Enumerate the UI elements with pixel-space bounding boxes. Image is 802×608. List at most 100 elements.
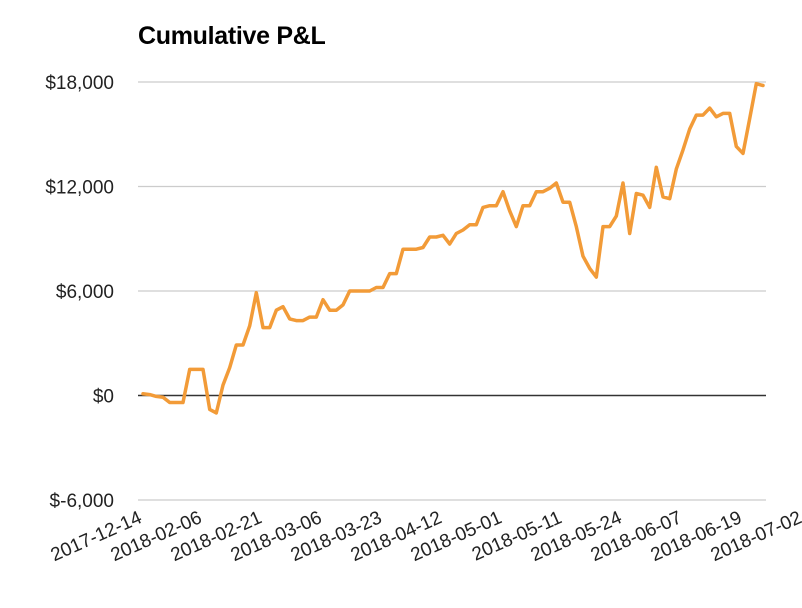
data-point — [141, 392, 145, 395]
x-axis-tick-labels: 2017-12-142018-02-062018-02-212018-03-06… — [48, 507, 802, 566]
data-point — [581, 255, 585, 258]
data-point — [561, 201, 565, 204]
data-point — [735, 145, 738, 148]
data-point — [481, 206, 485, 209]
data-point — [188, 368, 191, 371]
data-point — [335, 309, 338, 312]
data-point — [308, 315, 311, 319]
data-point — [395, 272, 398, 275]
data-point — [195, 368, 198, 371]
data-point — [661, 195, 665, 199]
data-point — [275, 309, 278, 312]
data-point — [488, 204, 491, 207]
data-point — [635, 192, 638, 195]
data-point — [681, 148, 685, 152]
data-point — [435, 235, 438, 239]
data-point — [755, 82, 758, 85]
data-point — [161, 396, 165, 399]
data-point — [281, 305, 285, 308]
data-point — [495, 204, 498, 207]
data-point — [621, 181, 625, 185]
data-point — [508, 209, 511, 213]
data-point — [341, 303, 345, 307]
data-point — [715, 115, 718, 119]
y-tick-label: $12,000 — [45, 178, 114, 199]
data-point — [421, 246, 425, 249]
data-point — [655, 166, 658, 169]
data-point — [608, 225, 611, 228]
data-point — [248, 324, 251, 327]
data-point — [568, 201, 571, 204]
data-point — [201, 368, 205, 371]
data-point — [741, 152, 745, 155]
data-point — [288, 317, 291, 321]
data-point — [528, 204, 531, 207]
data-point — [401, 248, 405, 251]
data-point — [255, 291, 258, 294]
data-point — [221, 383, 225, 387]
data-point — [441, 234, 445, 237]
data-point — [641, 194, 645, 197]
data-point — [355, 289, 358, 293]
y-axis-tick-labels: $-6,000 $0 $6,000 $12,000 $18,000 — [45, 73, 114, 512]
series-layer — [141, 81, 765, 415]
data-point — [761, 84, 765, 87]
y-tick-label: $-6,000 — [50, 491, 114, 512]
data-point — [695, 113, 698, 117]
data-point — [181, 401, 185, 404]
data-point — [628, 232, 631, 235]
data-point — [461, 228, 465, 232]
data-point — [595, 275, 598, 279]
series-line — [141, 81, 765, 415]
data-point — [175, 401, 178, 404]
data-point — [748, 117, 751, 120]
data-point — [428, 235, 431, 239]
data-point — [415, 248, 418, 251]
data-point — [708, 106, 711, 110]
data-point — [228, 366, 231, 369]
data-point — [168, 401, 171, 404]
data-point — [375, 286, 378, 289]
data-point — [315, 315, 318, 319]
data-point — [408, 248, 411, 251]
data-point — [455, 232, 458, 235]
data-point — [388, 272, 391, 275]
data-point — [148, 393, 151, 396]
chart-title: Cumulative P&L — [138, 22, 326, 50]
data-point — [235, 343, 238, 347]
data-point — [468, 223, 471, 226]
data-point — [675, 167, 678, 171]
data-point — [208, 408, 211, 411]
data-point — [215, 411, 218, 415]
data-point — [548, 187, 551, 190]
data-point — [268, 326, 271, 329]
data-point — [368, 289, 371, 293]
data-point — [448, 242, 451, 246]
data-point — [241, 343, 245, 347]
gridlines — [138, 81, 766, 501]
data-point — [521, 204, 525, 207]
data-point — [575, 225, 578, 228]
data-point — [555, 181, 558, 185]
data-point — [728, 112, 731, 115]
data-point — [721, 112, 725, 115]
data-point — [688, 127, 691, 131]
data-point — [261, 326, 265, 329]
data-point — [668, 197, 671, 200]
y-tick-label: $0 — [93, 387, 114, 408]
data-point — [348, 289, 351, 293]
data-point — [155, 395, 158, 398]
data-point — [515, 225, 518, 228]
data-point — [501, 190, 505, 193]
data-point — [701, 113, 705, 117]
data-point — [535, 190, 538, 193]
data-point — [475, 223, 478, 226]
y-tick-label: $18,000 — [45, 73, 114, 94]
data-point — [615, 214, 618, 218]
data-point — [648, 206, 651, 209]
data-point — [588, 267, 591, 270]
data-point — [321, 298, 325, 301]
data-point — [328, 309, 331, 312]
data-point — [541, 190, 545, 193]
